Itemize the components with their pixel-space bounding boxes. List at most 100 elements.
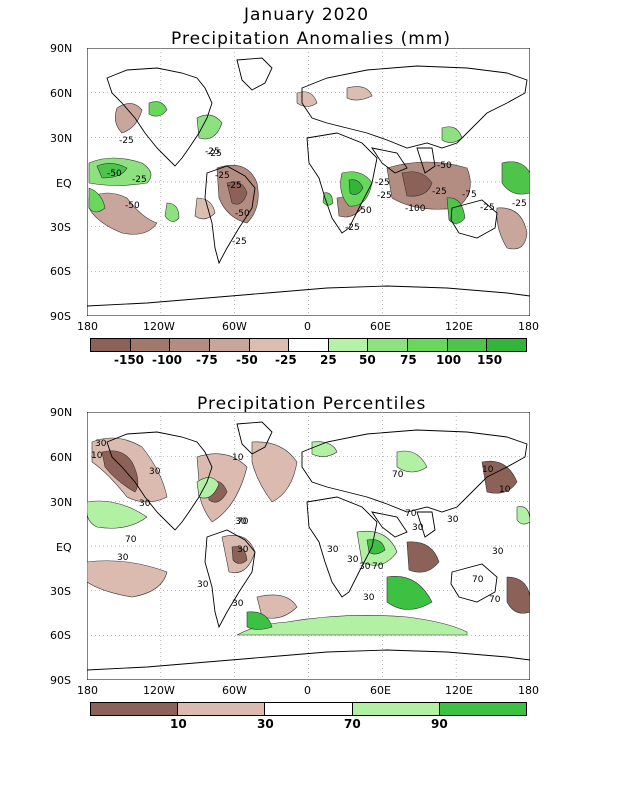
contour-label: -25 <box>375 178 390 188</box>
colorbar-label: 150 <box>477 353 503 367</box>
contour-label: 70 <box>372 562 384 572</box>
lat-label: 60S <box>50 629 71 642</box>
map-gridlines <box>87 412 530 680</box>
colorbar-label: 100 <box>436 353 462 367</box>
title-percentiles: Precipitation Percentiles <box>197 394 427 414</box>
colorbar-swatch <box>170 339 210 351</box>
contour-label: 10 <box>91 451 103 461</box>
contour-label: -50 <box>107 169 122 179</box>
colorbar-label: 70 <box>344 717 361 731</box>
lat-label: 90N <box>50 42 73 55</box>
colorbar-swatch <box>178 703 266 715</box>
contour-label: -25 <box>232 237 247 247</box>
lon-label: 180 <box>77 320 98 333</box>
colorbar-label: -50 <box>236 353 258 367</box>
colorbar-label: -75 <box>196 353 218 367</box>
anomaly-fills <box>88 86 530 250</box>
title-date: January 2020 <box>244 5 370 25</box>
colorbar-label: -100 <box>152 353 183 367</box>
contour-label: -25 <box>205 147 220 157</box>
contour-label: 70 <box>405 509 417 519</box>
contour-label: 30 <box>327 545 339 555</box>
contour-label: 30 <box>232 599 244 609</box>
lat-label: 60S <box>50 265 71 278</box>
colorbar-swatch <box>408 339 448 351</box>
colorbar-swatch <box>91 339 131 351</box>
contour-label: 30 <box>117 553 129 563</box>
colorbar-swatch <box>209 339 250 351</box>
contour-label: -25 <box>119 136 134 146</box>
contour-label: 30 <box>149 467 161 477</box>
colorbar-swatch <box>328 339 369 351</box>
contour-label: -50 <box>125 201 140 211</box>
contour-label: 30 <box>447 515 459 525</box>
contour-label: 70 <box>237 517 249 527</box>
anomaly-map: -25 -50 -25 -25 -25 -25 -50 -50 -25 -25 … <box>87 48 530 316</box>
contour-label: -25 <box>132 175 147 185</box>
contour-label: -25 <box>512 199 527 209</box>
contour-label: 70 <box>125 535 137 545</box>
contour-label: 30 <box>347 555 359 565</box>
contour-label: 30 <box>363 593 375 603</box>
colorbar-swatch <box>91 703 179 715</box>
contour-label: 10 <box>232 453 244 463</box>
percentile-map: 30 10 30 10 30 30 70 30 30 70 30 70 30 3… <box>87 412 530 680</box>
colorbar-label: 10 <box>170 717 187 731</box>
contour-label: 30 <box>237 545 249 555</box>
anomaly-colorbar <box>90 338 527 352</box>
contour-label: 30 <box>235 517 247 527</box>
contour-label: 30 <box>359 562 371 572</box>
contour-label: 30 <box>492 547 504 557</box>
colorbar-swatch <box>265 703 353 715</box>
anomaly-contour-labels: -25 -50 -25 -25 -25 -25 -50 -50 -25 -25 … <box>107 136 527 247</box>
colorbar-label: 90 <box>431 717 448 731</box>
colorbar-label: 50 <box>359 353 376 367</box>
contour-label: 10 <box>499 485 511 495</box>
contour-label: -100 <box>405 204 426 214</box>
contour-label: -25 <box>377 191 392 201</box>
lon-label: 60E <box>370 320 391 333</box>
contour-label: 30 <box>197 580 209 590</box>
contour-label: -75 <box>462 190 477 200</box>
lon-label: 60E <box>370 684 391 697</box>
colorbar-swatch <box>289 339 329 351</box>
lon-label: 60W <box>222 320 247 333</box>
lat-label: 30N <box>50 496 73 509</box>
lon-label: 60W <box>222 684 247 697</box>
lon-label: 180 <box>77 684 98 697</box>
coastlines <box>87 57 530 307</box>
contour-label: 30 <box>95 439 107 449</box>
title-anomalies: Precipitation Anomalies (mm) <box>171 29 451 49</box>
contour-label: -50 <box>235 209 250 219</box>
lat-label: 90S <box>50 310 71 323</box>
lon-label: 120E <box>445 684 473 697</box>
colorbar-label: 30 <box>257 717 274 731</box>
lat-label: 60N <box>50 87 73 100</box>
contour-label: -25 <box>207 149 222 159</box>
percentile-contour-labels: 30 10 30 10 30 30 70 30 30 70 30 70 30 3… <box>91 439 511 609</box>
lon-label: 120W <box>143 684 175 697</box>
lat-label: 60N <box>50 451 73 464</box>
contour-label: -25 <box>432 187 447 197</box>
lon-label: 180 <box>518 684 539 697</box>
colorbar-swatch <box>352 703 440 715</box>
contour-label: -50 <box>437 161 452 171</box>
contour-label: 30 <box>412 523 424 533</box>
colorbar-swatch <box>447 339 488 351</box>
contour-label: 70 <box>489 595 501 605</box>
lon-label: 0 <box>304 684 311 697</box>
lat-label: 30S <box>50 221 71 234</box>
percentile-colorbar <box>90 702 527 716</box>
contour-label: 30 <box>139 499 151 509</box>
contour-label: -25 <box>480 203 495 213</box>
lat-label: 30S <box>50 585 71 598</box>
colorbar-swatch <box>487 339 527 351</box>
contour-label: 70 <box>392 470 404 480</box>
contour-label: 70 <box>472 575 484 585</box>
lat-label: 90S <box>50 674 71 687</box>
colorbar-swatch <box>439 703 527 715</box>
lat-label: EQ <box>56 541 72 554</box>
lat-label: EQ <box>56 177 72 190</box>
colorbar-label: -150 <box>114 353 145 367</box>
coastlines <box>87 421 530 671</box>
